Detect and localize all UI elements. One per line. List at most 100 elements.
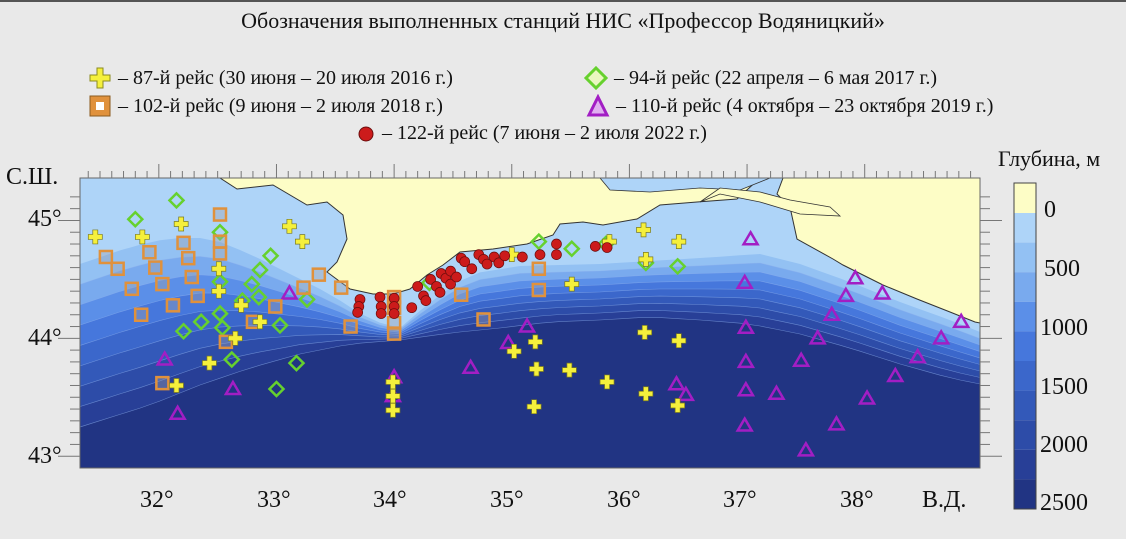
legend-item-87: – 87-й рейс (30 июня – 20 июля 2016 г.) <box>88 66 453 90</box>
lon-tick-label: 35° <box>490 487 524 513</box>
lat-tick-label: 45° <box>28 206 62 232</box>
station-cross-marker <box>135 229 150 245</box>
colorbar-swatch <box>1014 242 1036 273</box>
station-cross-marker <box>637 325 653 340</box>
station-diamond-marker <box>126 210 145 229</box>
station-triangle-marker <box>499 333 518 350</box>
station-cross-marker <box>211 261 227 277</box>
station-circle-marker <box>551 238 562 250</box>
colorbar-swatch <box>1014 272 1036 302</box>
lon-tick-label: 33° <box>257 487 291 513</box>
cross-icon <box>89 67 111 89</box>
station-triangle-marker <box>791 351 811 367</box>
station-cross-marker <box>562 362 577 378</box>
station-diamond-marker <box>287 354 306 372</box>
station-cross-marker <box>671 234 687 250</box>
station-triangle-marker <box>846 268 865 285</box>
lon-tick-label: 36° <box>607 487 641 513</box>
station-diamond-marker <box>668 257 687 276</box>
station-triangle-marker <box>741 229 760 246</box>
station-triangle-marker <box>667 374 686 391</box>
station-square-marker <box>190 288 205 304</box>
station-diamond-marker <box>530 232 548 251</box>
station-square-marker <box>296 280 311 295</box>
station-diamond-marker <box>222 350 241 369</box>
station-circle-marker <box>425 274 436 285</box>
colorbar-swatch <box>1014 420 1036 450</box>
station-circle-marker <box>406 302 418 314</box>
station-triangle-marker <box>951 312 971 329</box>
colorbar-swatch <box>1014 331 1036 361</box>
station-square-marker <box>176 235 191 251</box>
colorbar-swatch <box>1014 479 1036 509</box>
station-triangle-marker <box>735 416 754 432</box>
station-circle-marker <box>551 249 562 260</box>
station-triangle-marker <box>822 305 841 321</box>
lon-tick-label: 37° <box>723 487 757 513</box>
station-cross-marker <box>529 361 544 377</box>
legend-label: – 122-й рейс (7 июня – 2 июля 2022 г.) <box>382 122 707 144</box>
depth-band <box>80 178 980 332</box>
station-square-marker <box>98 249 114 265</box>
station-triangle-marker <box>461 358 480 375</box>
station-cross-marker <box>599 374 615 390</box>
colorbar-tick-label: 2000 <box>1040 432 1088 458</box>
station-diamond-marker <box>192 313 210 331</box>
colorbar-swatch <box>1014 361 1036 391</box>
station-square-marker <box>212 207 228 222</box>
map-title: Обозначения выполненных станций НИС «Про… <box>241 8 885 33</box>
colorbar-swatch <box>1014 390 1036 421</box>
station-square-marker <box>476 312 491 327</box>
station-circle-marker <box>388 308 400 319</box>
station-diamond-marker <box>211 223 229 241</box>
station-circle-marker <box>499 250 511 262</box>
legend-label: – 102-й рейс (9 июня – 2 июля 2018 г.) <box>118 94 443 117</box>
station-diamond-marker <box>251 261 269 279</box>
station-square-marker <box>343 319 358 334</box>
station-cross-marker <box>295 234 310 250</box>
station-circle-marker <box>434 286 446 298</box>
station-triangle-marker <box>931 328 951 345</box>
station-circle-marker <box>534 249 546 260</box>
station-triangle-marker <box>796 440 816 457</box>
colorbar-swatch <box>1014 213 1036 243</box>
colorbar-swatch <box>1014 183 1036 213</box>
station-circle-marker <box>420 295 432 306</box>
station-diamond-marker <box>261 247 280 265</box>
station-cross-marker <box>211 283 227 299</box>
station-cross-marker <box>169 378 184 393</box>
lat-tick-label: 44° <box>28 325 62 351</box>
station-triangle-marker <box>736 352 756 369</box>
station-diamond-marker <box>562 239 581 258</box>
station-cross-marker <box>282 218 297 234</box>
colorbar-title: Глубина, м <box>998 146 1101 171</box>
station-triangle-marker <box>223 379 243 396</box>
station-square-marker <box>142 245 157 260</box>
station-square-marker <box>148 260 163 275</box>
legend-label: – 94-й рейс (22 апреля – 6 мая 2017 г.) <box>614 66 938 89</box>
station-cross-marker <box>202 355 217 371</box>
station-cross-marker <box>173 216 189 232</box>
station-square-marker <box>311 267 327 282</box>
station-circle-marker <box>493 257 505 269</box>
colorbar-tick-label: 0 <box>1044 197 1056 223</box>
station-triangle-marker <box>155 350 174 366</box>
circle-icon <box>358 126 374 141</box>
station-diamond-marker <box>174 322 193 341</box>
station-diamond-marker <box>250 288 268 306</box>
station-cross-marker <box>527 334 543 350</box>
station-triangle-marker <box>836 286 856 303</box>
station-circle-marker <box>466 263 478 275</box>
colorbar-tick-label: 1000 <box>1040 315 1088 341</box>
station-triangle-marker <box>886 366 905 383</box>
station-diamond-marker <box>242 275 261 293</box>
lon-tick-label: 38° <box>840 487 874 513</box>
station-square-marker <box>124 281 140 297</box>
station-cross-marker <box>636 222 651 238</box>
station-triangle-marker <box>168 404 187 421</box>
station-triangle-marker <box>857 388 877 405</box>
lon-tick-label: 34° <box>373 487 407 513</box>
station-circle-marker <box>352 307 363 318</box>
colorbar-swatch <box>1014 301 1036 332</box>
